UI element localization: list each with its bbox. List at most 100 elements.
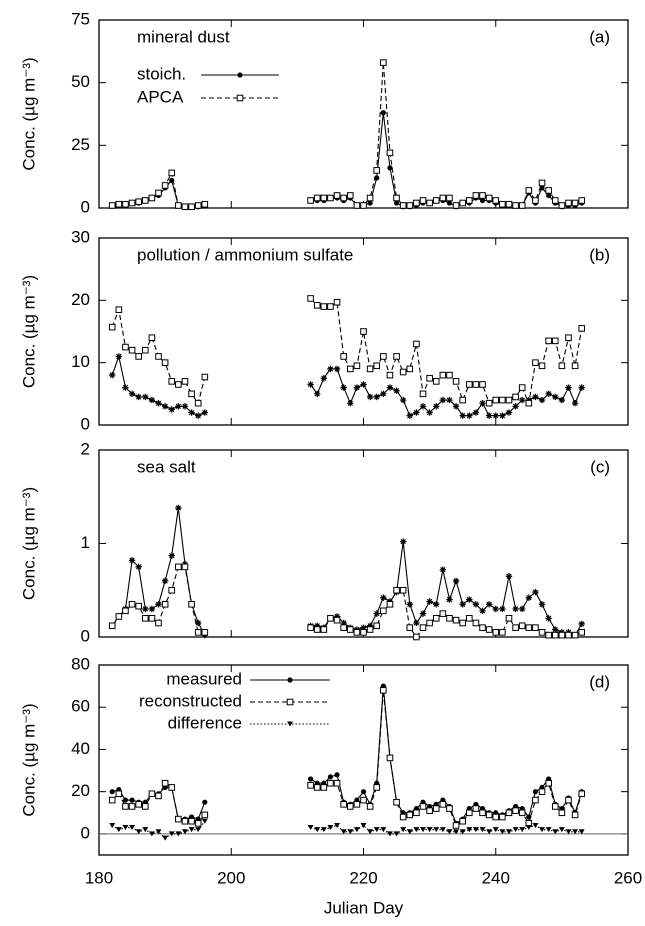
data-point: [109, 822, 116, 828]
data-point: [446, 200, 453, 206]
data-point: [459, 829, 466, 835]
data-point: [485, 811, 493, 819]
data-point: [201, 409, 208, 416]
data-point: [320, 784, 328, 791]
data-point: [459, 619, 466, 627]
data-point: [380, 353, 387, 360]
data-point: [155, 829, 162, 835]
data-point: [175, 504, 182, 512]
data-point: [492, 827, 499, 833]
data-point: [578, 384, 585, 391]
data-point: [347, 829, 354, 835]
data-point: [161, 779, 169, 787]
data-point: [148, 194, 156, 202]
data-point: [472, 381, 480, 388]
data-point: [393, 798, 400, 806]
data-point: [314, 622, 321, 629]
data-point: [129, 797, 135, 803]
data-point: [393, 194, 400, 202]
x-tick-label: 220: [349, 868, 377, 887]
data-point: [142, 827, 149, 833]
legend-label: APCA: [137, 87, 184, 106]
data-point: [366, 803, 374, 810]
data-point: [532, 822, 539, 828]
data-point: [518, 202, 526, 209]
data-point: [175, 831, 182, 837]
data-point: [340, 624, 347, 631]
legend-label: difference: [168, 713, 242, 732]
data-point: [360, 796, 367, 804]
data-point: [406, 365, 414, 373]
data-point: [432, 378, 440, 385]
data-point: [393, 831, 400, 837]
data-point: [340, 619, 347, 627]
data-point: [155, 399, 162, 407]
data-point: [539, 827, 546, 833]
data-point: [141, 346, 149, 354]
data-point: [155, 353, 162, 360]
data-point: [565, 829, 572, 835]
data-point: [115, 306, 123, 313]
data-point: [168, 784, 176, 791]
data-point: [466, 827, 473, 833]
data-point: [108, 622, 116, 630]
data-point: [539, 185, 545, 191]
data-point: [307, 295, 314, 302]
data-point: [142, 393, 149, 401]
data-point: [466, 809, 473, 817]
series-line: [112, 112, 582, 208]
data-point: [161, 403, 169, 410]
data-point: [188, 409, 195, 416]
data-point: [181, 563, 189, 571]
data-point: [518, 809, 526, 817]
panel-annotation: (c): [590, 457, 610, 476]
y-axis-label: Conc. (µg m⁻³): [19, 487, 38, 600]
data-point: [512, 393, 519, 401]
data-point: [426, 409, 433, 416]
data-point: [115, 790, 123, 798]
data-point: [122, 607, 129, 615]
data-point: [313, 784, 321, 791]
data-point: [155, 792, 162, 800]
data-point: [525, 825, 532, 831]
panel-annotation: (a): [589, 27, 610, 46]
data-point: [551, 631, 559, 639]
data-point: [446, 805, 453, 812]
data-point: [366, 194, 374, 202]
data-point: [135, 353, 142, 360]
data-point: [340, 194, 347, 202]
data-point: [175, 381, 182, 388]
data-point: [512, 827, 519, 833]
data-point: [201, 373, 209, 381]
data-point: [181, 203, 189, 211]
data-point: [327, 365, 334, 373]
data-point: [433, 601, 440, 608]
data-point: [419, 610, 427, 617]
data-point: [334, 772, 340, 778]
data-point: [115, 353, 123, 360]
data-point: [109, 371, 116, 379]
data-point: [525, 594, 533, 601]
data-point: [433, 403, 440, 410]
data-point: [419, 403, 427, 410]
data-point: [314, 390, 321, 398]
data-point: [472, 192, 480, 199]
y-tick-label: 60: [71, 697, 90, 716]
data-point: [188, 827, 195, 833]
data-point: [565, 199, 572, 207]
data-point: [578, 197, 586, 204]
data-point: [161, 600, 169, 608]
data-point: [413, 827, 420, 833]
data-point: [175, 563, 182, 571]
data-point: [141, 197, 149, 204]
y-tick-label: 20: [71, 290, 90, 309]
data-point: [148, 615, 156, 622]
data-point: [181, 403, 189, 410]
data-point: [426, 199, 433, 207]
data-point: [505, 396, 513, 404]
data-point: [532, 588, 539, 596]
data-point: [571, 631, 579, 639]
data-point: [525, 624, 533, 631]
data-point: [512, 202, 519, 209]
data-point: [485, 194, 493, 202]
